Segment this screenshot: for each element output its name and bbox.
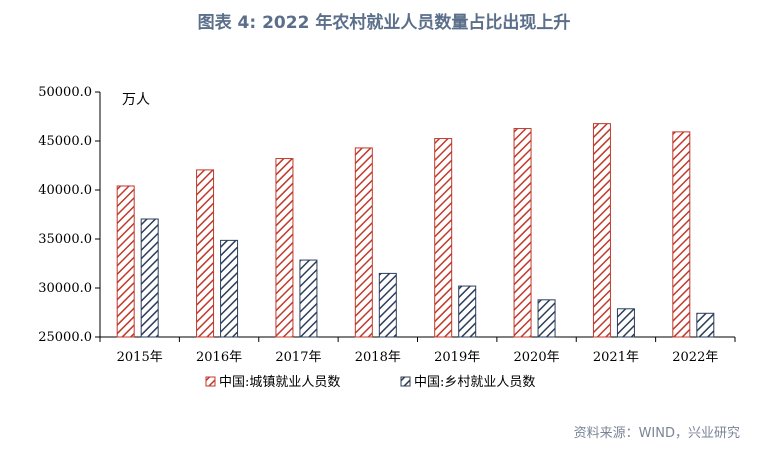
legend: 中国:城镇就业人员数 中国:乡村就业人员数	[205, 375, 535, 390]
x-tick-label: 2020年	[514, 350, 560, 365]
legend-swatch-rural	[400, 376, 411, 387]
y-tick-label: 35000.0	[38, 232, 92, 247]
x-tick-label: 2016年	[196, 350, 242, 365]
x-tick-label: 2022年	[672, 350, 718, 365]
x-ticks: 2015年 2016年 2017年 2018年 2019年 2020年 2021年 2022年	[99, 337, 736, 365]
bar-rural	[378, 272, 397, 338]
chart-title: 图表 4: 2022 年农村就业人员数量占比出现上升	[197, 13, 571, 33]
y-tick-label: 30000.0	[38, 281, 92, 296]
legend-label-urban: 中国:城镇就业人员数	[219, 375, 340, 390]
bar-rural	[140, 218, 159, 338]
bar-urban	[354, 147, 373, 338]
x-tick-label: 2019年	[434, 350, 480, 365]
y-axis: 25000.0 30000.0 35000.0 40000.0 45000.0 50000…	[38, 85, 101, 345]
bar-rural	[537, 299, 556, 338]
unit-label: 万人	[122, 92, 150, 108]
bar-rural	[458, 285, 477, 338]
x-tick-label: 2017年	[275, 350, 321, 365]
x-tick-label: 2015年	[117, 350, 163, 365]
bar-urban	[275, 158, 294, 338]
y-ticks: 25000.0 30000.0 35000.0 40000.0 45000.0 50000…	[38, 85, 100, 345]
bar-urban	[513, 128, 532, 338]
y-tick-label: 45000.0	[38, 134, 92, 149]
x-tick-label: 2018年	[355, 350, 401, 365]
bar-urban	[434, 138, 453, 338]
bar-urban	[672, 131, 691, 338]
source-note: 资料来源：WIND，兴业研究	[573, 426, 740, 441]
y-tick-label: 50000.0	[38, 85, 92, 100]
bar-urban	[592, 123, 611, 338]
legend-swatch-urban	[205, 376, 216, 387]
bar-rural	[616, 308, 635, 338]
y-tick-label: 40000.0	[38, 183, 92, 198]
bar-rural	[220, 239, 239, 338]
bars	[116, 123, 715, 338]
bar-rural	[696, 312, 715, 338]
legend-label-rural: 中国:乡村就业人员数	[414, 375, 535, 390]
x-axis: 2015年 2016年 2017年 2018年 2019年 2020年 2021年 2022年	[99, 336, 736, 365]
bar-rural	[299, 259, 318, 338]
bar-urban	[196, 169, 215, 338]
bar-urban	[116, 185, 135, 338]
y-tick-label: 25000.0	[38, 330, 92, 345]
x-tick-label: 2021年	[593, 350, 639, 365]
